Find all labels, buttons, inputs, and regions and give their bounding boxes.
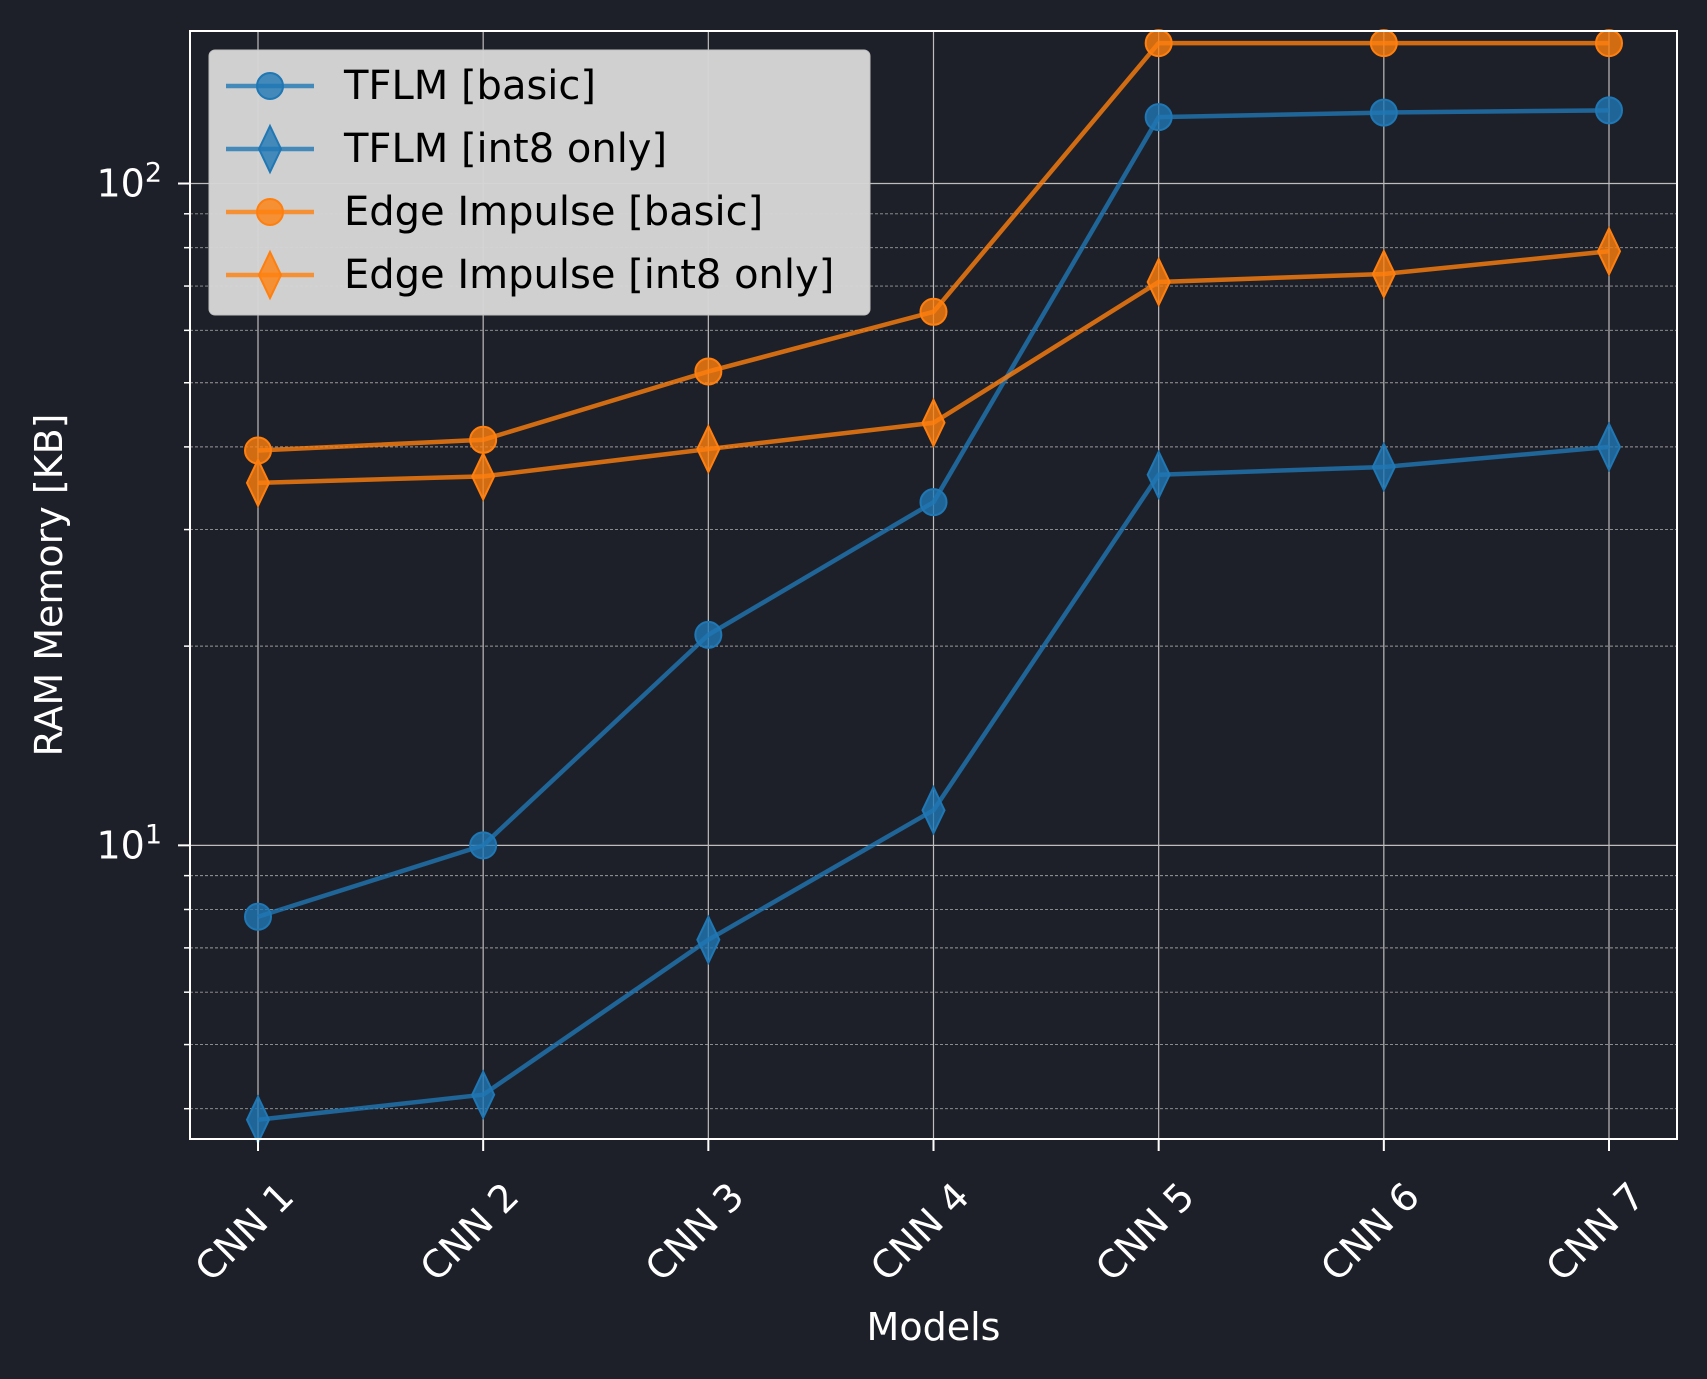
- data-point: [1146, 449, 1171, 501]
- legend-marker: [256, 72, 284, 100]
- legend-marker: [257, 249, 283, 301]
- legend-label: Edge Impulse [basic]: [344, 189, 763, 235]
- data-point: [1369, 29, 1398, 58]
- data-point: [1146, 256, 1171, 308]
- legend-entry: TFLM [basic]: [226, 63, 596, 109]
- data-point: [244, 902, 272, 931]
- legend-entry: Edge Impulse [basic]: [226, 189, 763, 235]
- series-4: [245, 225, 1622, 509]
- data-point: [921, 397, 946, 449]
- legend-label: TFLM [int8 only]: [343, 126, 667, 172]
- data-point: [919, 297, 948, 326]
- legend-marker: [257, 123, 283, 175]
- data-point: [1144, 29, 1173, 58]
- data-point: [1595, 96, 1623, 125]
- data-point: [1596, 421, 1622, 473]
- data-point: [245, 457, 271, 509]
- data-point: [1595, 29, 1623, 58]
- data-point: [694, 620, 723, 649]
- legend-entry: TFLM [int8 only]: [226, 123, 667, 175]
- data-point: [921, 784, 946, 836]
- data-point: [1371, 248, 1396, 300]
- y-tick-label: 101: [96, 819, 162, 867]
- legend: TFLM [basic] TFLM [int8 only] Edge Impulse…: [208, 49, 871, 316]
- series-3: [244, 29, 1623, 465]
- data-point: [696, 423, 721, 475]
- legend-entry: Edge Impulse [int8 only]: [226, 249, 834, 301]
- data-point: [471, 451, 496, 502]
- data-point: [1371, 441, 1396, 493]
- series-1: [244, 96, 1623, 931]
- data-point: [471, 1069, 496, 1121]
- legend-marker: [256, 198, 284, 226]
- y-tick-label: 102: [96, 158, 162, 206]
- legend-box: [208, 49, 871, 316]
- data-point: [469, 831, 498, 860]
- series-2: [245, 421, 1622, 1146]
- data-point: [696, 914, 721, 966]
- data-point: [1596, 225, 1622, 277]
- y-axis-label: RAM Memory [KB]: [27, 414, 71, 757]
- data-point: [919, 488, 948, 517]
- legend-label: Edge Impulse [int8 only]: [344, 252, 834, 298]
- data-point: [469, 425, 498, 454]
- data-point: [694, 357, 723, 386]
- x-axis-label: Models: [867, 1305, 1001, 1349]
- data-point: [1369, 98, 1398, 127]
- legend-label: TFLM [basic]: [343, 63, 596, 109]
- data-point: [1144, 103, 1173, 132]
- series-layer: [244, 29, 1623, 1146]
